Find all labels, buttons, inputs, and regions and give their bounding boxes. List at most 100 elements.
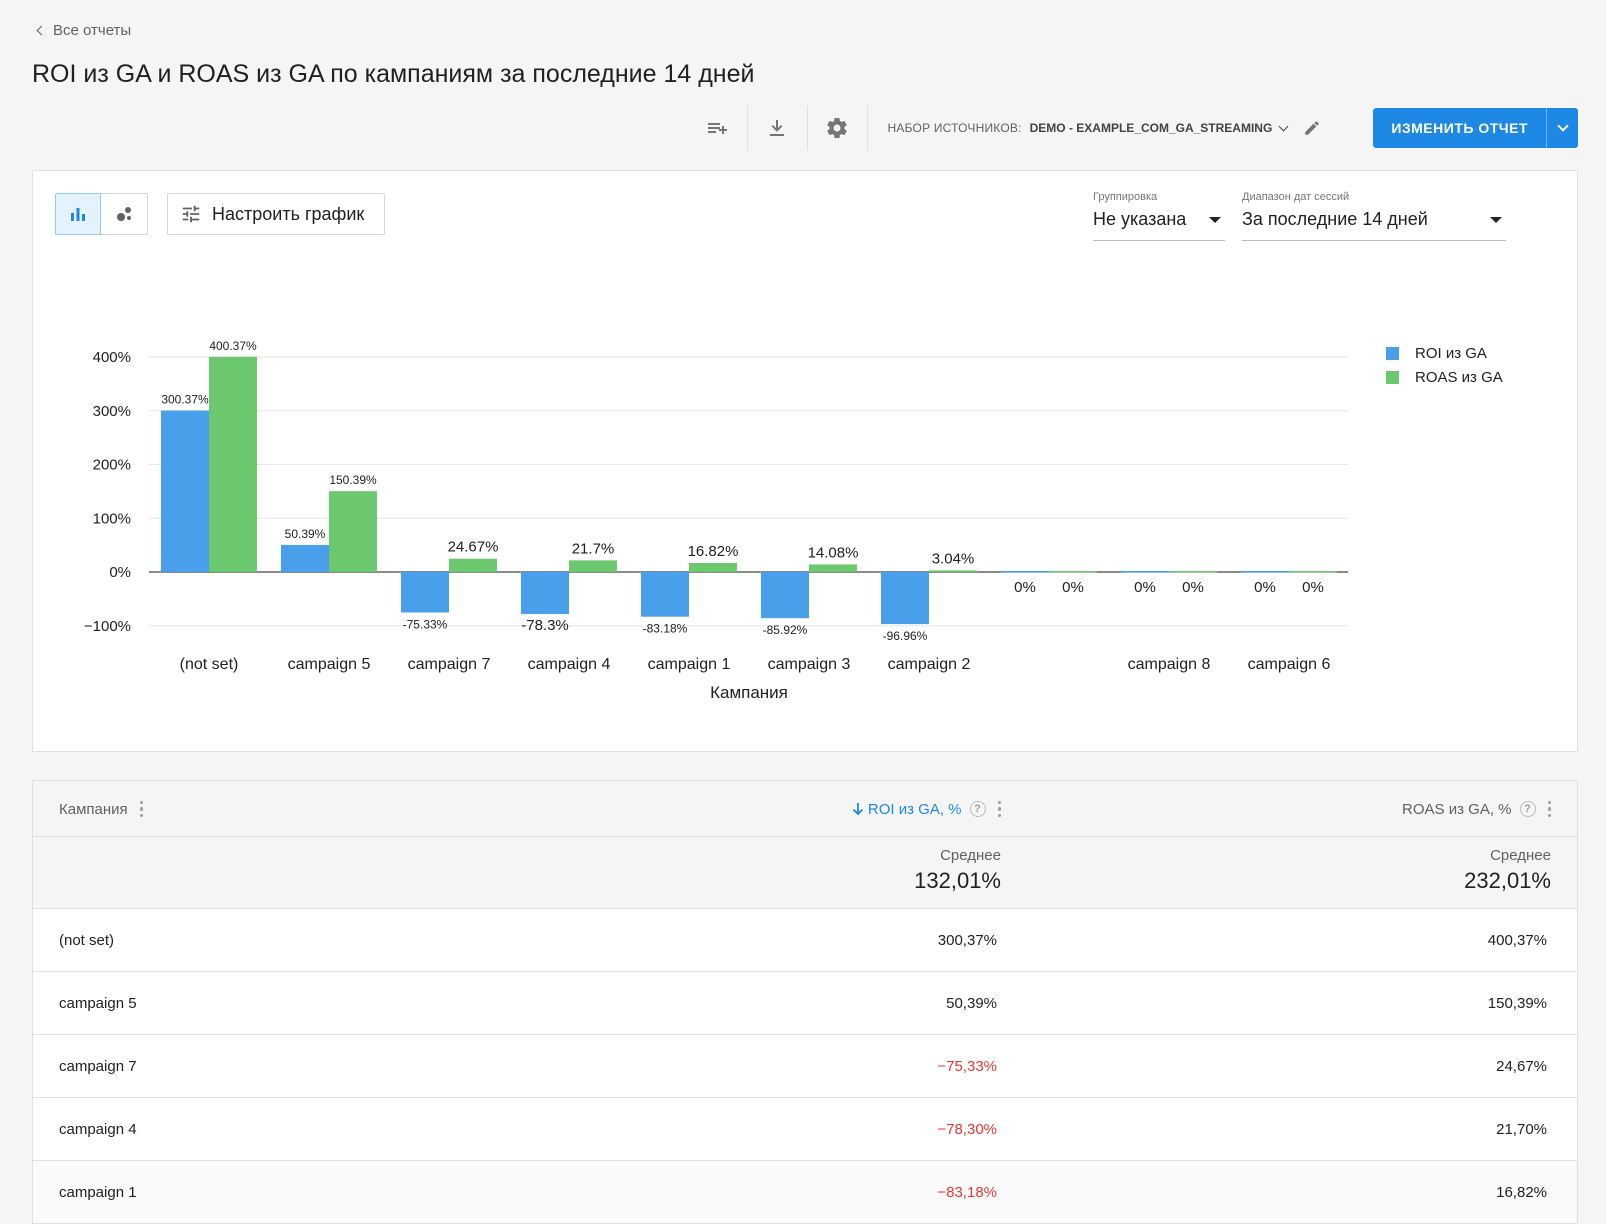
x-axis-title: Кампания	[710, 683, 788, 702]
x-tick-label: campaign 4	[528, 656, 611, 673]
x-tick-label: campaign 1	[648, 656, 731, 673]
data-source-value: DEMO - EXAMPLE_COM_GA_STREAMING	[1029, 121, 1273, 135]
back-to-reports-link[interactable]: Все отчеты	[36, 22, 132, 39]
cell-roas: 21,70%	[1496, 1121, 1547, 1138]
data-label: 14.08%	[808, 544, 859, 561]
chevron-down-icon	[1278, 121, 1289, 131]
x-tick-label: campaign 8	[1128, 656, 1211, 673]
chart-bar	[521, 572, 569, 615]
bar-chart-view-button[interactable]	[55, 193, 101, 235]
chart-view-toggle	[55, 193, 148, 235]
dropdown-arrow-icon	[1209, 217, 1221, 223]
chart-card: 400% 300% 200% 100% 0% −100% 300.37% 400.37% (no…	[32, 170, 1578, 752]
column-menu-icon[interactable]	[136, 799, 148, 820]
date-range-select[interactable]: Диапазон дат сессий За последние 14 дней	[1242, 191, 1506, 241]
column-header-roas[interactable]: ROAS из GA, % ?	[1402, 781, 1555, 837]
configure-chart-label: Настроить график	[212, 203, 365, 224]
date-range-value-field[interactable]: За последние 14 дней	[1242, 209, 1506, 241]
dropdown-arrow-icon	[1490, 217, 1502, 223]
table-row[interactable]: campaign 4 −78,30% 21,70%	[33, 1098, 1577, 1161]
data-label: -75.33%	[403, 617, 448, 631]
grouping-select[interactable]: Группировка Не указана	[1093, 191, 1225, 241]
add-to-list-button[interactable]	[688, 106, 748, 150]
data-source-select[interactable]: DEMO - EXAMPLE_COM_GA_STREAMING	[1030, 121, 1292, 135]
chart-bar	[281, 544, 329, 572]
chart-bar	[1121, 571, 1169, 573]
help-icon[interactable]: ?	[969, 801, 986, 817]
data-label: 24.67%	[448, 539, 499, 556]
chart-bar	[569, 560, 617, 572]
page-title: ROI из GA и ROAS из GA по кампаниям за п…	[32, 60, 755, 88]
cell-roi: 50,39%	[946, 995, 997, 1012]
column-header-campaign[interactable]: Кампания	[59, 781, 147, 837]
back-link-label: Все отчеты	[53, 22, 132, 39]
x-tick-label: campaign 6	[1248, 656, 1331, 673]
table-header-row: Кампания ROI из GA, % ? ROAS из GA, % ?	[33, 781, 1577, 837]
data-label: 50.39%	[285, 527, 326, 541]
grouping-value-field[interactable]: Не указана	[1093, 209, 1225, 241]
data-label: 0%	[1254, 579, 1276, 596]
edit-report-button-group: ИЗМЕНИТЬ ОТЧЕТ	[1373, 108, 1578, 148]
cell-roi: −75,33%	[937, 1058, 997, 1075]
column-menu-icon[interactable]	[994, 799, 1006, 820]
y-tick-label: 200%	[93, 457, 131, 474]
download-icon	[770, 120, 785, 136]
chart-bar	[1001, 571, 1049, 573]
data-label: -96.96%	[883, 629, 928, 643]
cell-roi: −78,30%	[937, 1121, 997, 1138]
data-label: -83.18%	[643, 622, 688, 636]
chart-bar	[929, 570, 977, 572]
edit-report-dropdown-button[interactable]	[1546, 108, 1578, 148]
tune-icon	[182, 205, 200, 223]
gear-icon	[827, 118, 847, 139]
data-label: 3.04%	[932, 550, 975, 567]
data-label: 16.82%	[688, 543, 739, 560]
chart-bar	[1289, 571, 1337, 573]
grouping-caption: Группировка	[1093, 191, 1158, 203]
chart-bar	[1049, 571, 1097, 573]
data-label: -85.92%	[763, 623, 808, 637]
column-header-roas-label: ROAS из GA, %	[1402, 800, 1512, 818]
data-label: 0%	[1062, 579, 1084, 596]
chart-bar	[881, 572, 929, 625]
cell-campaign: campaign 5	[59, 995, 137, 1012]
table-row[interactable]: campaign 1 −83,18% 16,82%	[33, 1161, 1577, 1224]
chart-bar	[401, 572, 449, 613]
bar-chart: 400% 300% 200% 100% 0% −100% 300.37% 400.37% (no…	[84, 339, 1503, 702]
column-menu-icon[interactable]	[1544, 799, 1556, 820]
legend-swatch	[1386, 347, 1399, 360]
x-tick-label: (not set)	[180, 656, 239, 673]
download-button[interactable]	[748, 106, 808, 150]
data-label: 0%	[1182, 579, 1204, 596]
arrow-down-icon	[852, 803, 864, 816]
configure-chart-button[interactable]: Настроить график	[167, 193, 385, 235]
roi-summary-value: 132,01%	[914, 868, 1001, 893]
y-tick-label: 0%	[109, 564, 131, 581]
help-icon[interactable]: ?	[1519, 801, 1536, 817]
edit-report-button[interactable]: ИЗМЕНИТЬ ОТЧЕТ	[1391, 120, 1528, 136]
settings-button[interactable]	[808, 106, 868, 150]
table-row[interactable]: (not set) 300,37% 400,37%	[33, 909, 1577, 972]
chart-bar	[1169, 571, 1217, 573]
chart-bar	[1241, 571, 1289, 573]
table-row[interactable]: campaign 7 −75,33% 24,67%	[33, 1035, 1577, 1098]
chart-bar	[689, 562, 737, 572]
data-label: 300.37%	[161, 393, 209, 407]
cell-campaign: campaign 1	[59, 1184, 137, 1201]
column-header-roi-label: ROI из GA, %	[867, 800, 962, 818]
data-label: 150.39%	[329, 473, 377, 487]
bubble-chart-view-button[interactable]	[101, 194, 147, 234]
chart-bar	[641, 572, 689, 617]
chart-bar	[329, 491, 377, 572]
x-tick-label: campaign 3	[768, 656, 851, 673]
data-label: 0%	[1014, 579, 1036, 596]
bar-chart-icon	[71, 208, 85, 221]
roi-summary-caption: Среднее	[940, 847, 1001, 864]
table-body: (not set) 300,37% 400,37% campaign 5 50,39% 1…	[33, 909, 1577, 1224]
data-label: 21.7%	[572, 540, 615, 557]
cell-roi: −83,18%	[937, 1184, 997, 1201]
cell-roas: 16,82%	[1496, 1184, 1547, 1201]
edit-source-button[interactable]	[1303, 119, 1321, 137]
column-header-roi[interactable]: ROI из GA, % ?	[852, 781, 1005, 837]
table-row[interactable]: campaign 5 50,39% 150,39%	[33, 972, 1577, 1035]
